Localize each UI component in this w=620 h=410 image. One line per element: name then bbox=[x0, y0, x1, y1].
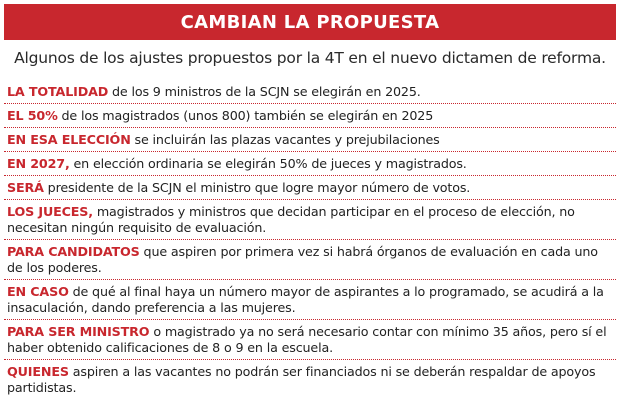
item-lead: LA TOTALIDAD bbox=[7, 84, 109, 99]
item-lead: EN CASO bbox=[7, 284, 69, 299]
list-item: QUIENES aspiren a las vacantes no podrán… bbox=[4, 360, 616, 399]
list-item: SERÁ presidente de la SCJN el ministro q… bbox=[4, 176, 616, 200]
list-item: PARA CANDIDATOS que aspiren por primera … bbox=[4, 240, 616, 280]
item-text: que aspiren por primera vez si habrá órg… bbox=[7, 244, 598, 275]
item-text: o magistrado ya no será necesario contar… bbox=[7, 324, 607, 355]
list-item: EN 2027, en elección ordinaria se elegir… bbox=[4, 152, 616, 176]
title-banner: CAMBIAN LA PROPUESTA bbox=[4, 4, 616, 40]
panel-title: CAMBIAN LA PROPUESTA bbox=[180, 11, 440, 33]
panel-subtitle: Algunos de los ajustes propuestos por la… bbox=[14, 49, 606, 67]
item-text: de qué al final haya un número mayor de … bbox=[7, 284, 604, 315]
item-lead: EL 50% bbox=[7, 108, 58, 123]
list-item: LOS JUECES, magistrados y ministros que … bbox=[4, 200, 616, 240]
list-item: EN CASO de qué al final haya un número m… bbox=[4, 280, 616, 320]
item-lead: QUIENES bbox=[7, 364, 69, 379]
adjustments-list: LA TOTALIDAD de los 9 ministros de la SC… bbox=[4, 80, 616, 399]
item-lead: PARA CANDIDATOS bbox=[7, 244, 140, 259]
item-text: de los 9 ministros de la SCJN se elegirá… bbox=[108, 84, 421, 99]
item-lead: PARA SER MINISTRO bbox=[7, 324, 150, 339]
list-item: PARA SER MINISTRO o magistrado ya no ser… bbox=[4, 320, 616, 360]
item-lead: EN 2027, bbox=[7, 156, 70, 171]
item-lead: SERÁ bbox=[7, 180, 44, 195]
item-text: de los magistrados (unos 800) también se… bbox=[57, 108, 434, 123]
item-text: presidente de la SCJN el ministro que lo… bbox=[43, 180, 471, 195]
item-text: en elección ordinaria se elegirán 50% de… bbox=[69, 156, 467, 171]
list-item: EL 50% de los magistrados (unos 800) tam… bbox=[4, 104, 616, 128]
item-lead: EN ESA ELECCIÓN bbox=[7, 132, 131, 147]
item-text: aspiren a las vacantes no podrán ser fin… bbox=[7, 364, 596, 395]
list-item: EN ESA ELECCIÓN se incluirán las plazas … bbox=[4, 128, 616, 152]
item-text: magistrados y ministros que decidan part… bbox=[7, 204, 575, 235]
item-text: se incluirán las plazas vacantes y preju… bbox=[130, 132, 440, 147]
list-item: LA TOTALIDAD de los 9 ministros de la SC… bbox=[4, 80, 616, 104]
item-lead: LOS JUECES, bbox=[7, 204, 93, 219]
